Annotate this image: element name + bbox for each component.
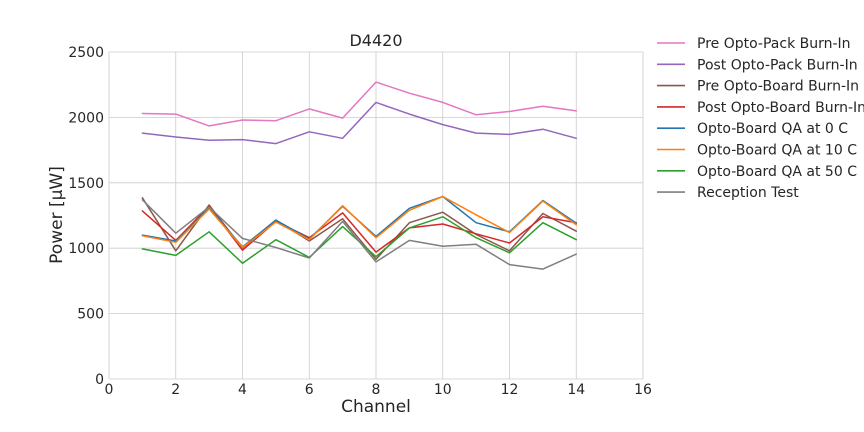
series-line-8	[141, 199, 578, 270]
legend-entry: Opto-Board QA at 0 C	[697, 121, 848, 137]
x-axis-label: Channel	[341, 397, 411, 417]
legend-entry: Reception Test	[697, 185, 799, 201]
x-tick-label: 2	[171, 382, 180, 398]
x-tick-label: 12	[501, 382, 519, 398]
legend-entry: Opto-Board QA at 50 C	[697, 164, 857, 180]
chart-title: D4420	[349, 31, 402, 50]
x-tick-label: 14	[567, 382, 585, 398]
x-axis-ticks: 0 2 4 6 8 10 12 14 16	[105, 382, 652, 398]
x-tick-label: 10	[434, 382, 452, 398]
legend-entry: Post Opto-Pack Burn-In	[697, 57, 858, 73]
x-tick-label: 16	[634, 382, 652, 398]
legend-entry: Opto-Board QA at 10 C	[697, 143, 857, 159]
y-tick-label: 1500	[68, 176, 104, 192]
series-line-1	[141, 81, 578, 127]
legend-entry: Post Opto-Board Burn-In	[697, 100, 864, 116]
legend-entry: Pre Opto-Board Burn-In	[697, 79, 859, 95]
y-axis-ticks: 0 500 1000 1500 2000 2500	[68, 45, 104, 388]
y-tick-label: 500	[77, 307, 104, 323]
y-tick-label: 2500	[68, 45, 104, 61]
y-tick-label: 1000	[68, 241, 104, 257]
x-tick-label: 6	[305, 382, 314, 398]
legend-entry: Pre Opto-Pack Burn-In	[697, 36, 851, 52]
x-tick-label: 0	[105, 382, 114, 398]
y-axis-label: Power [μW]	[47, 166, 67, 264]
series-line-6	[141, 195, 578, 249]
legend: Pre Opto-Pack Burn-In Post Opto-Pack Burn…	[657, 36, 864, 201]
y-tick-label: 2000	[68, 110, 104, 126]
x-tick-label: 8	[372, 382, 381, 398]
x-tick-label: 4	[238, 382, 247, 398]
y-tick-label: 0	[95, 372, 104, 388]
series-lines	[141, 81, 578, 270]
series-line-2	[141, 101, 578, 145]
grid	[108, 51, 644, 380]
